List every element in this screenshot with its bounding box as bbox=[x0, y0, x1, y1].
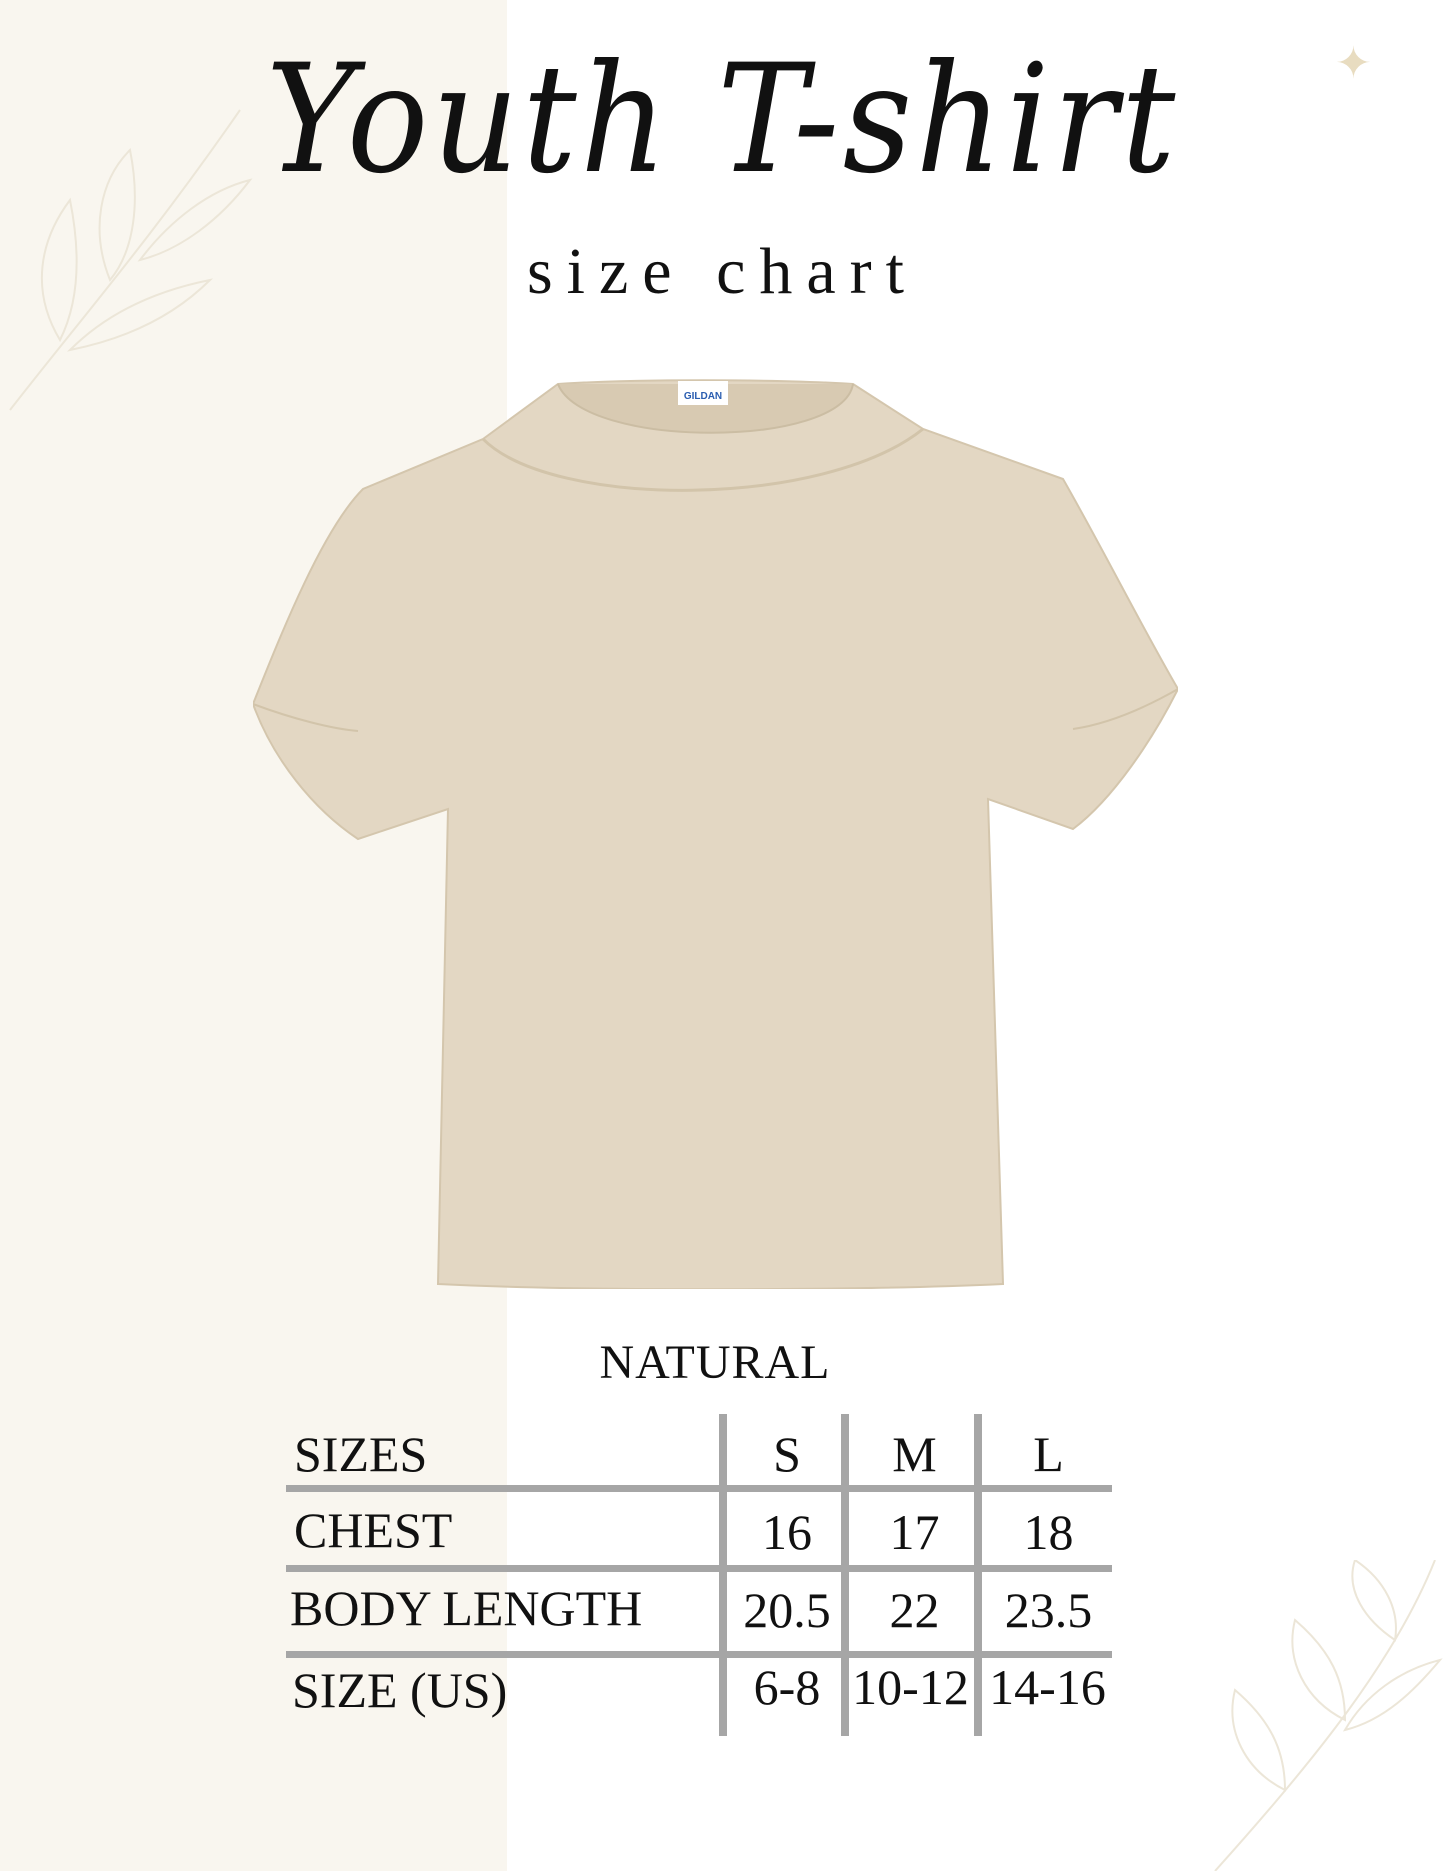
row-divider bbox=[286, 1485, 1112, 1492]
body-length-l: 23.5 bbox=[1004, 1582, 1093, 1638]
color-name: NATURAL bbox=[599, 1336, 831, 1389]
row-label-size-us: SIZE (US) bbox=[292, 1662, 508, 1718]
row-label-chest: CHEST bbox=[294, 1502, 453, 1558]
leaf-decoration-icon bbox=[1214, 1560, 1443, 1871]
header-size-s: S bbox=[773, 1426, 801, 1482]
header-size-l: L bbox=[1033, 1426, 1064, 1482]
column-divider bbox=[974, 1414, 982, 1736]
tshirt-image: GILDAN bbox=[253, 379, 1178, 1289]
row-label-body-length: BODY LENGTH bbox=[290, 1580, 643, 1636]
page-subtitle: size chart bbox=[526, 235, 918, 308]
body-length-m: 22 bbox=[889, 1582, 940, 1638]
chest-l: 18 bbox=[1023, 1504, 1074, 1560]
sparkle-icon: ✦ bbox=[1335, 39, 1372, 88]
size-us-l: 14-16 bbox=[989, 1659, 1106, 1715]
row-divider bbox=[286, 1651, 1112, 1658]
header-sizes: SIZES bbox=[294, 1426, 428, 1482]
body-length-s: 20.5 bbox=[743, 1582, 831, 1638]
header-size-m: M bbox=[892, 1426, 937, 1482]
chest-s: 16 bbox=[762, 1504, 812, 1560]
row-divider bbox=[286, 1565, 1112, 1572]
left-background-panel bbox=[0, 0, 507, 1871]
column-divider bbox=[841, 1414, 849, 1736]
size-us-m: 10-12 bbox=[852, 1659, 969, 1715]
leaf-decoration-icon bbox=[9, 109, 253, 411]
column-divider bbox=[719, 1414, 727, 1736]
page-title: Youth T-shirt bbox=[266, 33, 1179, 207]
size-us-s: 6-8 bbox=[753, 1659, 821, 1715]
chest-m: 17 bbox=[889, 1504, 940, 1560]
brand-label: GILDAN bbox=[684, 391, 722, 402]
